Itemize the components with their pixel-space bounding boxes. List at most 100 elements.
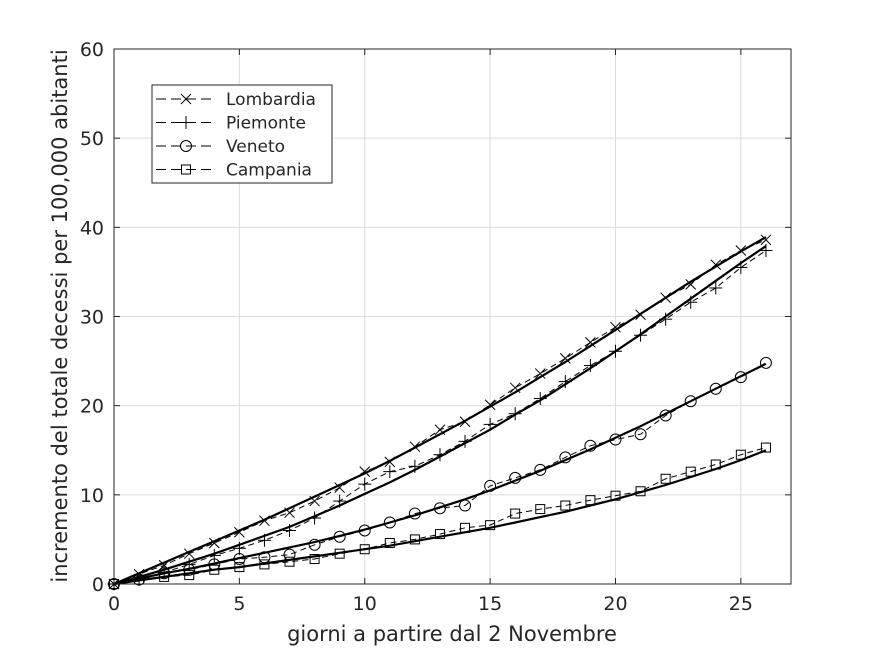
data-point-veneto (709, 382, 722, 395)
data-point-piemonte (433, 448, 447, 462)
legend-item-piemonte: Piemonte (156, 114, 306, 134)
data-point-piemonte (232, 541, 246, 555)
data-point-lombardia (710, 259, 722, 271)
series-veneto (108, 356, 772, 590)
legend-marker-lombardia (180, 93, 192, 105)
x-tick-label: 15 (478, 593, 502, 615)
x-tick-label: 0 (108, 593, 120, 615)
data-point-piemonte (383, 465, 397, 479)
data-point-veneto (408, 507, 421, 520)
legend-marker-piemonte (179, 116, 193, 129)
y-tick-label: 50 (80, 128, 104, 150)
data-point-lombardia (334, 482, 346, 494)
data-point-campania (535, 504, 546, 515)
data-point-campania (334, 548, 345, 559)
data-point-lombardia (459, 416, 471, 428)
data-point-veneto (358, 524, 371, 537)
data-point-campania (409, 534, 420, 545)
legend-marker-campania (181, 164, 191, 175)
data-point-campania (359, 544, 370, 555)
data-point-lombardia (384, 456, 396, 468)
x-axis-label: giorni a partire dal 2 Novembre (287, 622, 617, 646)
data-point-veneto (158, 567, 171, 580)
x-tick-label: 20 (603, 593, 627, 615)
data-point-lombardia (359, 466, 371, 478)
data-point-veneto (333, 530, 346, 543)
data-point-campania (384, 537, 395, 548)
legend-marker-veneto (180, 140, 192, 152)
data-point-veneto (659, 409, 672, 422)
data-point-lombardia (208, 537, 220, 549)
fit-line-campania (113, 449, 767, 586)
x-tick-label: 25 (729, 593, 753, 615)
data-point-campania (434, 529, 445, 540)
y-axis-label: incremento del totale decessi per 100,00… (48, 49, 72, 582)
fit-line-veneto (113, 362, 767, 586)
data-point-campania (234, 562, 245, 573)
data-point-veneto (634, 428, 647, 441)
data-point-piemonte (533, 392, 547, 406)
data-point-veneto (559, 451, 572, 464)
data-point-piemonte (659, 312, 673, 326)
data-point-piemonte (734, 260, 748, 274)
data-point-campania (510, 508, 521, 519)
legend-label-veneto: Veneto (226, 137, 285, 157)
data-point-veneto (433, 502, 446, 515)
y-tick-label: 60 (80, 39, 104, 61)
data-point-piemonte (408, 459, 422, 473)
data-point-piemonte (283, 524, 297, 537)
data-point-veneto (609, 433, 622, 446)
data-point-lombardia (685, 279, 697, 290)
data-point-campania (685, 466, 696, 477)
data-point-lombardia (409, 441, 421, 453)
data-point-lombardia (183, 548, 195, 560)
data-point-piemonte (558, 375, 572, 389)
data-point-lombardia (735, 245, 747, 256)
data-point-veneto (308, 538, 321, 551)
data-point-campania (460, 522, 471, 533)
data-point-campania (309, 554, 320, 565)
data-point-campania (585, 495, 596, 506)
data-point-campania (485, 520, 496, 531)
data-point-campania (284, 556, 295, 567)
data-point-piemonte (207, 548, 221, 562)
data-point-campania (159, 571, 170, 582)
data-point-piemonte (333, 494, 347, 508)
y-tick-label: 40 (80, 217, 104, 239)
series-line-campania (113, 447, 767, 585)
data-point-veneto (684, 395, 697, 408)
ticks: 0 5 10 15 20 25 0 10 20 30 40 50 60 (80, 39, 791, 615)
data-point-lombardia (284, 507, 295, 519)
data-point-campania (184, 570, 195, 581)
data-point-piemonte (358, 477, 372, 491)
data-point-lombardia (259, 515, 270, 527)
series-campania (109, 442, 771, 589)
series-layer (107, 234, 773, 591)
legend-item-veneto: Veneto (156, 137, 285, 157)
data-point-lombardia (660, 292, 671, 304)
data-point-veneto (233, 553, 246, 566)
data-point-piemonte (508, 407, 522, 421)
data-point-campania (710, 459, 721, 470)
data-point-piemonte (257, 533, 271, 547)
data-point-piemonte (458, 434, 472, 448)
data-point-lombardia (610, 321, 621, 333)
data-point-lombardia (534, 368, 546, 379)
data-point-lombardia (309, 495, 320, 507)
data-point-veneto (534, 463, 547, 476)
data-point-lombardia (234, 526, 245, 538)
data-point-veneto (484, 479, 497, 492)
data-point-piemonte (684, 295, 698, 309)
data-point-campania (635, 486, 646, 497)
data-point-campania (560, 500, 571, 511)
data-point-lombardia (559, 353, 571, 364)
data-point-campania (259, 559, 270, 570)
data-point-piemonte (709, 281, 723, 295)
data-point-lombardia (585, 337, 596, 348)
data-point-campania (209, 564, 220, 575)
data-point-piemonte (608, 344, 622, 358)
data-point-piemonte (634, 328, 648, 342)
data-point-campania (610, 490, 621, 501)
data-point-lombardia (484, 399, 496, 411)
fit-line-lombardia (113, 236, 767, 586)
